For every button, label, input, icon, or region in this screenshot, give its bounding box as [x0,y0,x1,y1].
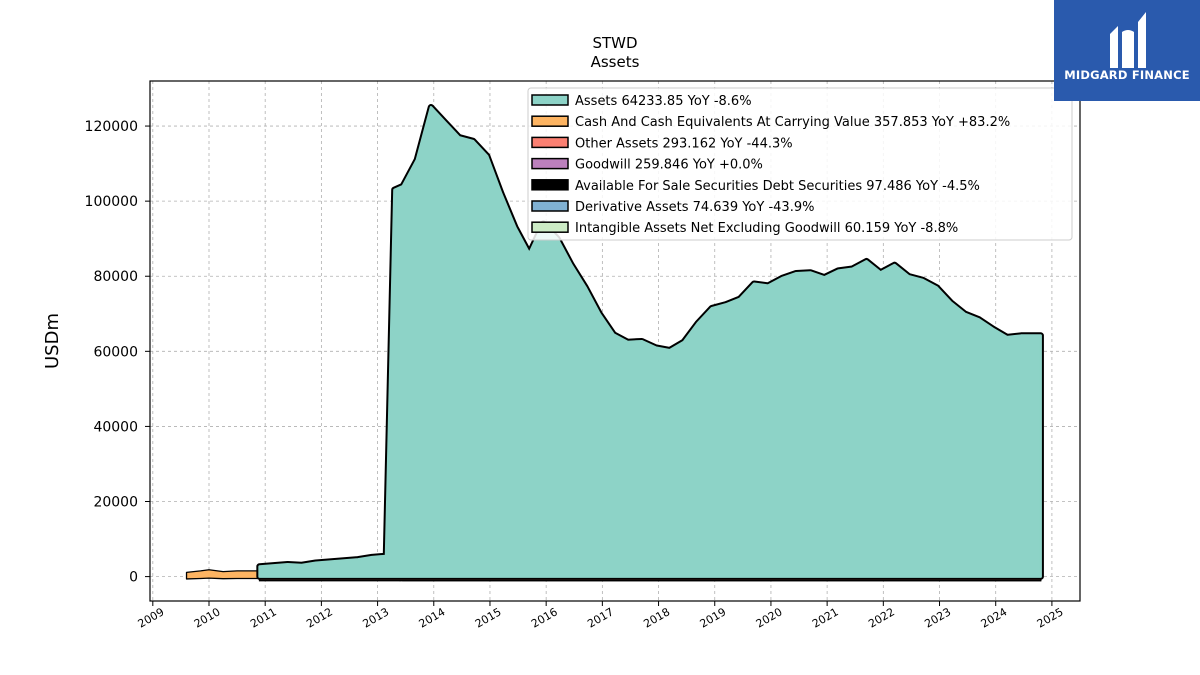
series-area [258,106,1042,578]
legend-label: Intangible Assets Net Excluding Goodwill… [575,221,958,236]
legend: Assets 64233.85 YoY -8.6% Cash And Cash E… [527,87,1073,241]
legend-box [527,87,1073,241]
legend-label: Available For Sale Securities Debt Secur… [575,179,980,194]
brand-name: MIDGARD FINANCE [1064,68,1190,82]
legend-label: Derivative Assets 74.639 YoY -43.9% [575,200,814,215]
legend-swatch [531,200,569,212]
x-tick-label: 2010 [192,605,223,630]
legend-label: Goodwill 259.846 YoY +0.0% [575,158,763,173]
brand-mark-icon [1110,12,1146,68]
x-tick-label: 2018 [641,605,672,630]
legend-label: Other Assets 293.162 YoY -44.3% [575,136,793,151]
y-tick-label: 40000 [93,419,138,435]
x-axis: 2009 2010 2011 2012 2013 2014 2015 2016 2017 2018… [136,601,1066,631]
legend-label: Cash And Cash Equivalents At Carrying Va… [575,115,1010,130]
legend-swatch [531,179,569,191]
legend-swatch [531,221,569,233]
x-tick-label: 2022 [866,605,897,630]
legend-swatch [531,94,569,106]
legend-swatch [531,115,569,127]
x-tick-label: 2016 [529,605,560,630]
x-tick-label: 2024 [979,605,1010,630]
x-tick-label: 2017 [585,605,616,630]
plot-frame [149,80,1081,602]
x-tick-label: 2011 [248,605,279,630]
x-tick-label: 2012 [304,605,335,630]
x-tick-label: 2021 [810,605,841,630]
x-tick-label: 2025 [1035,605,1066,630]
y-tick-label: 20000 [93,495,138,511]
y-tick-label: 80000 [93,269,138,285]
x-tick-label: 2013 [360,605,391,630]
y-tick-label: 120000 [85,119,138,135]
y-tick-label: 0 [129,570,138,586]
x-tick-label: 2014 [417,605,448,630]
series-layer [185,104,1044,582]
y-tick-label: 100000 [85,194,138,210]
y-tick-label: 60000 [93,344,138,360]
x-tick-label: 2020 [754,605,785,630]
legend-swatch [531,157,569,170]
y-axis: 0 20000 40000 60000 80000 100000 120000 [85,119,150,586]
brand-logo: MIDGARD FINANCE [1054,0,1200,101]
legend-label: Assets 64233.85 YoY -8.6% [575,94,752,109]
x-tick-label: 2015 [473,605,504,630]
legend-swatch [531,136,569,149]
x-tick-label: 2023 [922,605,953,630]
chart-title: STWD [592,34,637,52]
chart-subtitle: Assets [591,53,640,71]
x-tick-label: 2019 [698,605,729,630]
x-tick-label: 2009 [136,605,167,630]
y-axis-label: USDm [42,313,63,369]
